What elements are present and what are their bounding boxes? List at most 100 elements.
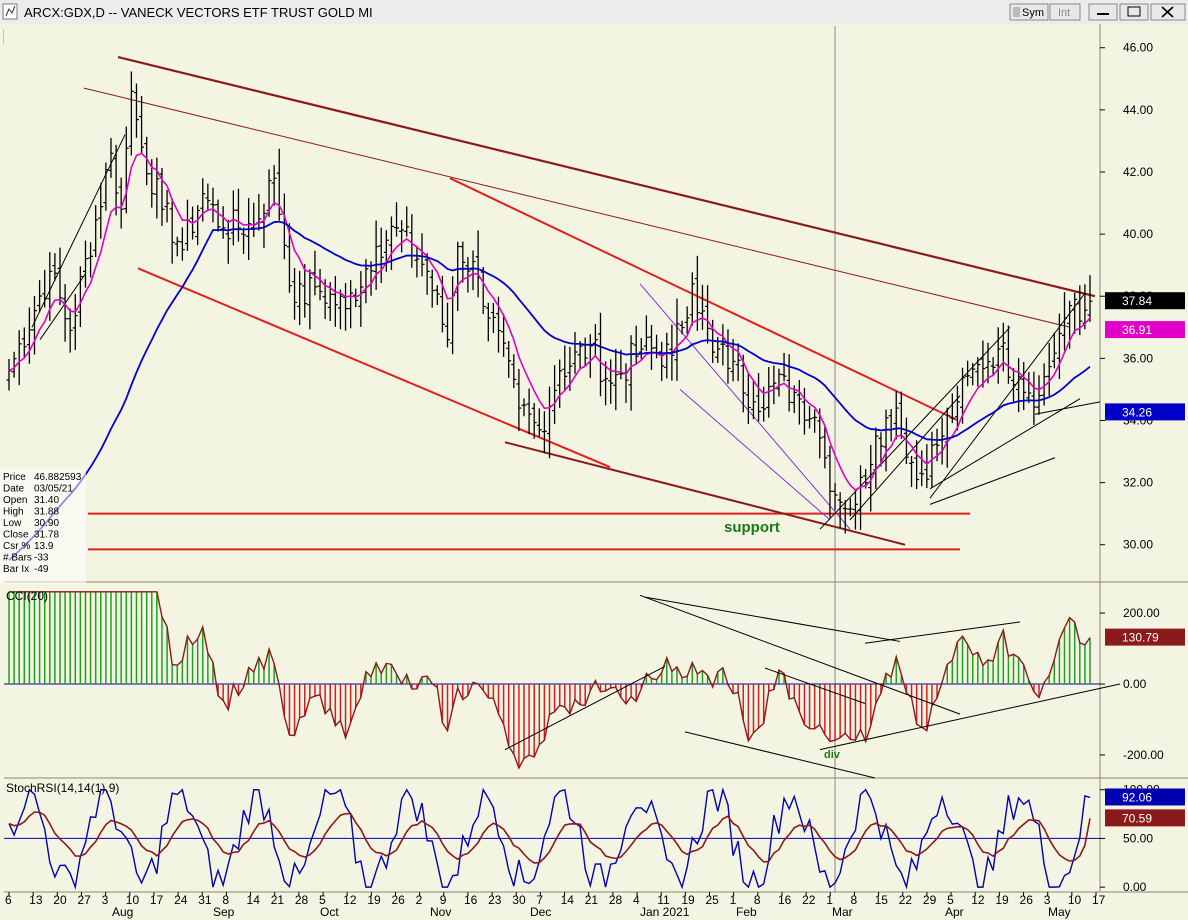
- price-bar: [93, 205, 99, 257]
- cci-trend-line-6: [819, 683, 1121, 751]
- info-value: 30.90: [34, 518, 59, 529]
- price-bar: [297, 271, 303, 326]
- price-bar: [847, 498, 853, 517]
- price-bar: [679, 320, 685, 335]
- price-bar: [424, 253, 430, 295]
- price-bar: [832, 483, 838, 511]
- price-bar: [592, 324, 598, 357]
- price-bar: [108, 137, 114, 178]
- price-bar: [664, 332, 670, 379]
- x-axis-day-label: 14: [247, 893, 261, 907]
- minimize-button[interactable]: [1088, 3, 1118, 21]
- price-bar: [378, 227, 384, 284]
- price-bar: [975, 357, 981, 387]
- price-bar: [659, 341, 665, 381]
- price-bar: [307, 269, 313, 330]
- x-axis-month-label: Apr: [945, 905, 964, 919]
- ohlc-bars: [6, 71, 1093, 534]
- x-axis-day-label: 13: [29, 893, 43, 907]
- price-bar: [725, 329, 731, 384]
- price-bar: [103, 162, 109, 211]
- price-bar: [292, 267, 298, 320]
- info-row: # Bars -33: [3, 553, 49, 564]
- price-bar: [511, 354, 517, 389]
- close-button[interactable]: [1150, 3, 1186, 21]
- price-bar: [174, 236, 180, 257]
- x-axis-day-label: 8: [850, 893, 857, 907]
- window-title: ARCX:GDX,D -- VANECK VECTORS ETF TRUST G…: [24, 5, 373, 20]
- sym-button[interactable]: Sym: [1009, 3, 1049, 21]
- x-axis-day-label: 14: [561, 893, 575, 907]
- price-axis-label: 42.00: [1123, 165, 1153, 179]
- price-bar: [348, 280, 354, 329]
- x-axis-day-label: 6: [5, 893, 12, 907]
- info-row: High 31.88: [3, 507, 59, 518]
- sym-icon: [1013, 7, 1020, 17]
- stoch-axis-label: 50.00: [1123, 831, 1153, 845]
- x-axis-day-label: 4: [633, 893, 640, 907]
- price-bar: [858, 465, 864, 530]
- price-bar: [1056, 313, 1062, 380]
- price-axis-label: 40.00: [1123, 227, 1153, 241]
- price-bar: [628, 335, 634, 411]
- title-bar: [0, 0, 1188, 24]
- price-bar: [465, 257, 471, 293]
- cci-trend-line-5: [764, 667, 866, 704]
- x-axis-day-label: 21: [271, 893, 285, 907]
- price-bar: [154, 157, 160, 219]
- slow-ma-value-box-text: 34.26: [1122, 405, 1152, 419]
- price-bar: [317, 268, 323, 301]
- price-bar: [72, 293, 78, 350]
- price-bar: [480, 267, 486, 315]
- x-axis-day-label: 31: [198, 893, 212, 907]
- price-bar: [1031, 371, 1037, 425]
- maximize-button[interactable]: [1119, 3, 1149, 21]
- x-axis-day-label: 20: [53, 893, 67, 907]
- int-button[interactable]: Int: [1049, 3, 1081, 21]
- price-bar: [144, 136, 150, 186]
- minimize-icon: [1097, 13, 1109, 15]
- info-value: -49: [34, 564, 49, 575]
- price-bar: [1011, 368, 1017, 404]
- price-bar: [37, 280, 43, 313]
- price-bar: [924, 444, 930, 489]
- price-bar: [684, 306, 690, 334]
- price-bar: [893, 390, 899, 440]
- price-bar: [159, 167, 165, 226]
- x-axis-day-label: 26: [1020, 893, 1034, 907]
- price-bar: [842, 500, 848, 534]
- svg-text:Sym: Sym: [1022, 7, 1044, 19]
- price-bar: [225, 219, 231, 264]
- x-axis-day-label: 12: [971, 893, 985, 907]
- price-bar: [373, 220, 379, 290]
- price-bar: [139, 96, 145, 155]
- info-value: 31.40: [34, 495, 59, 506]
- stoch-title: StochRSI(14,14(1),9): [6, 781, 119, 795]
- price-bar: [954, 385, 960, 431]
- price-bar: [801, 387, 807, 435]
- x-axis-day-label: 22: [899, 893, 913, 907]
- price-bar: [1077, 285, 1083, 336]
- price-bar: [276, 148, 282, 221]
- price-bar: [1016, 358, 1022, 413]
- info-row: Bar Ix -49: [3, 564, 49, 575]
- price-bar: [822, 426, 828, 469]
- up-fan-line-3: [1034, 401, 1101, 415]
- x-axis-day-label: 28: [609, 893, 623, 907]
- x-axis-day-label: 29: [923, 893, 937, 907]
- cci-value-box-bg: [1105, 628, 1185, 646]
- info-label: Bar Ix: [3, 564, 29, 575]
- price-bar: [745, 372, 751, 425]
- price-bar: [123, 126, 129, 214]
- price-bar: [399, 220, 405, 253]
- price-bar: [57, 247, 63, 306]
- cci-title: CCI(20): [6, 589, 48, 603]
- price-bar: [210, 187, 216, 223]
- price-bar: [1036, 375, 1042, 415]
- price-bar: [404, 206, 410, 237]
- price-bar: [358, 271, 364, 327]
- price-bar: [735, 343, 741, 382]
- info-row: Open 31.40: [3, 495, 59, 506]
- price-bar: [648, 324, 654, 370]
- up-fan-line-2: [929, 398, 1081, 490]
